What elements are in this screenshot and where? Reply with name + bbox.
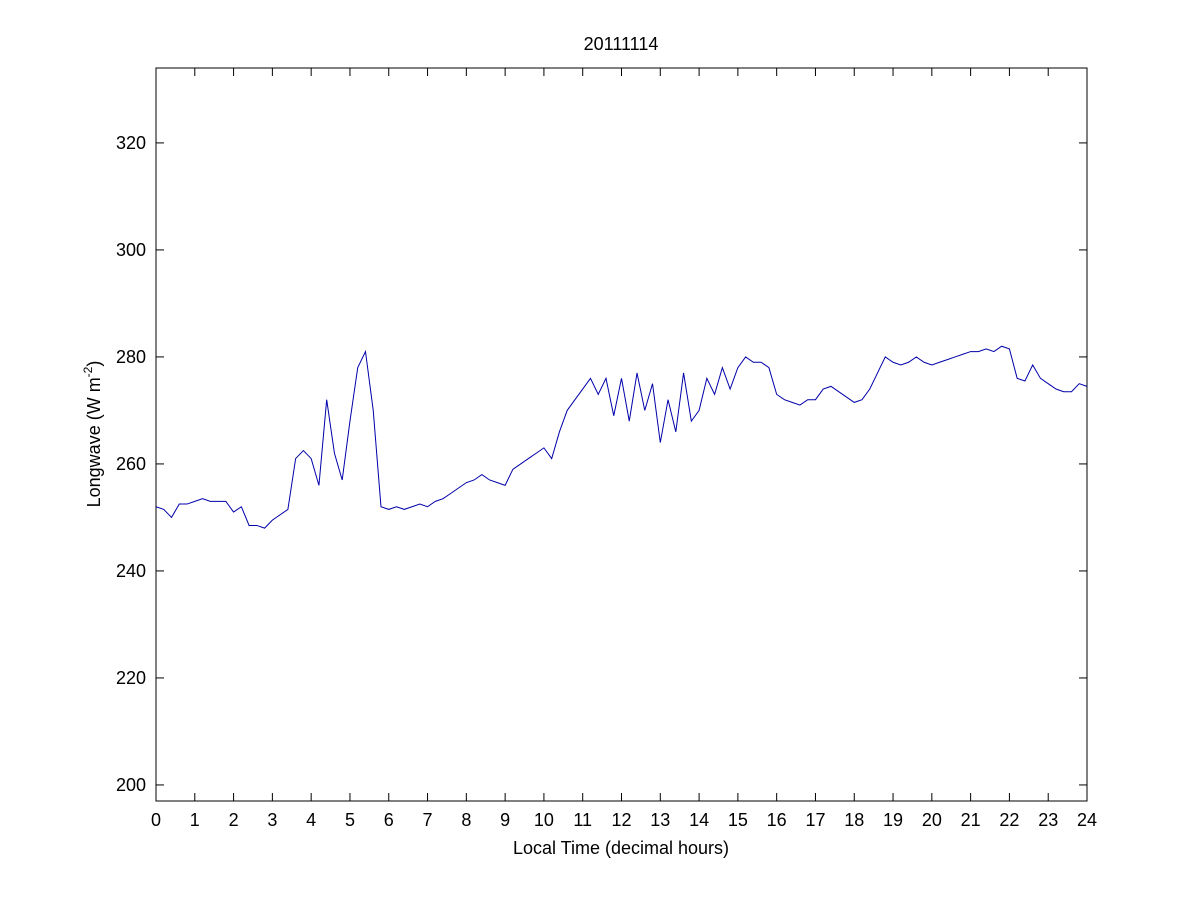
- x-tick-label: 6: [384, 810, 394, 830]
- x-tick-label: 21: [961, 810, 981, 830]
- y-tick-label: 260: [116, 454, 146, 474]
- x-tick-label: 7: [423, 810, 433, 830]
- y-label-sup: -2: [81, 366, 95, 377]
- x-tick-label: 2: [229, 810, 239, 830]
- x-tick-label: 14: [689, 810, 709, 830]
- x-tick-label: 13: [650, 810, 670, 830]
- y-tick-label: 200: [116, 775, 146, 795]
- x-tick-label: 22: [999, 810, 1019, 830]
- y-tick-label: 280: [116, 347, 146, 367]
- y-tick-label: 300: [116, 240, 146, 260]
- x-tick-label: 16: [767, 810, 787, 830]
- x-tick-label: 3: [267, 810, 277, 830]
- y-tick-label: 320: [116, 133, 146, 153]
- x-tick-label: 4: [306, 810, 316, 830]
- x-tick-label: 9: [500, 810, 510, 830]
- x-tick-label: 12: [611, 810, 631, 830]
- y-label-main: Longwave (W m: [84, 377, 104, 507]
- y-label-end: ): [84, 361, 104, 367]
- x-tick-label: 5: [345, 810, 355, 830]
- x-tick-label: 17: [805, 810, 825, 830]
- chart-title: 20111114: [584, 34, 659, 54]
- x-tick-label: 15: [728, 810, 748, 830]
- x-tick-label: 23: [1038, 810, 1058, 830]
- x-tick-label: 19: [883, 810, 903, 830]
- x-tick-label: 20: [922, 810, 942, 830]
- x-tick-label: 1: [190, 810, 200, 830]
- x-tick-label: 8: [461, 810, 471, 830]
- x-tick-label: 11: [573, 810, 592, 830]
- x-axis-label: Local Time (decimal hours): [513, 838, 729, 858]
- x-tick-label: 0: [151, 810, 161, 830]
- x-tick-label: 10: [534, 810, 554, 830]
- data-line: [155, 345, 1088, 529]
- y-axis-label: Longwave (W m-2): [81, 361, 104, 508]
- x-tick-label: 18: [844, 810, 864, 830]
- y-tick-label: 220: [116, 668, 146, 688]
- y-tick-label: 240: [116, 561, 146, 581]
- x-tick-label: 24: [1077, 810, 1097, 830]
